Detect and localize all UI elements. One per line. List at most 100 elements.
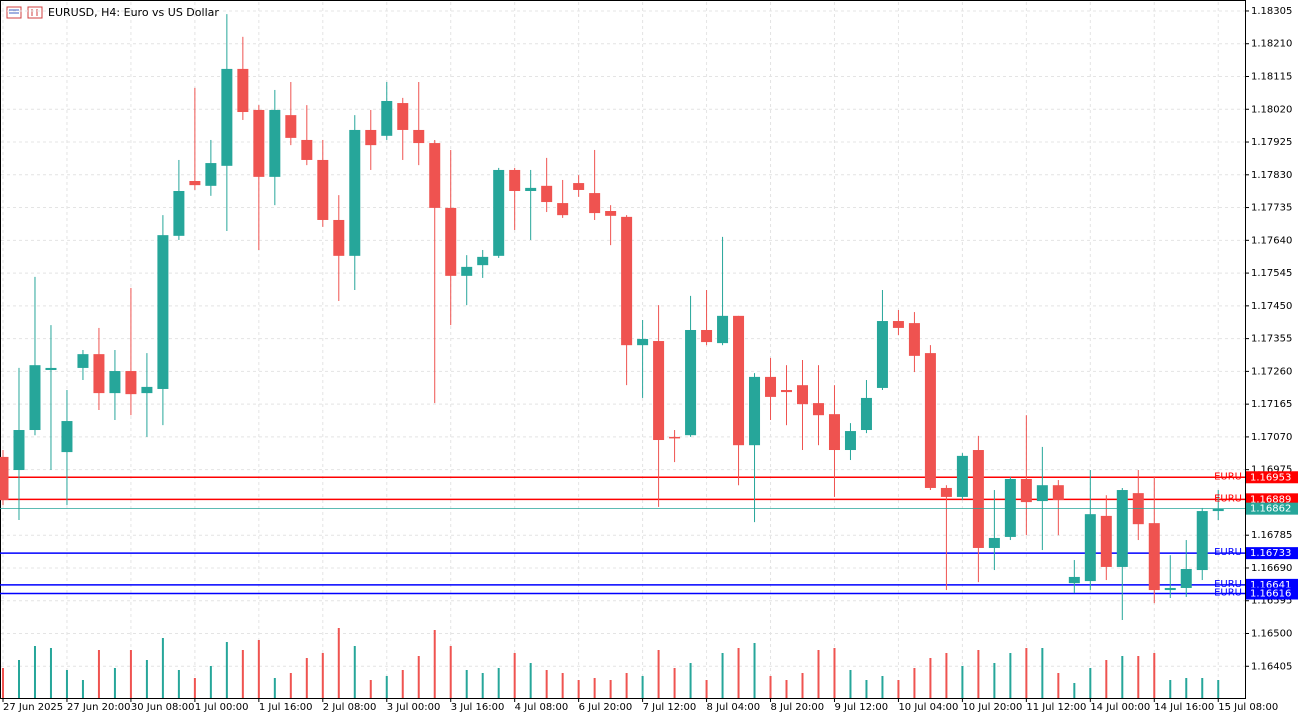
candle-body — [477, 256, 489, 266]
candle-body — [701, 329, 713, 343]
x-tick-label: 27 Jun 20:00 — [67, 702, 131, 713]
y-tick-label: 1.18115 — [1251, 71, 1292, 82]
candle-body — [333, 219, 345, 256]
level-price-box — [1246, 547, 1298, 560]
candle-body — [1164, 587, 1176, 591]
x-tick-label: 3 Jul 16:00 — [451, 702, 505, 713]
x-tick-label: 6 Jul 20:00 — [579, 702, 633, 713]
candle-body — [557, 203, 569, 216]
candle-body — [45, 367, 57, 371]
candle-body — [781, 390, 793, 393]
level-price: 1.16953 — [1250, 472, 1291, 483]
candle-body — [29, 365, 41, 431]
x-tick-label: 8 Jul 20:00 — [771, 702, 825, 713]
candle-body — [429, 143, 441, 208]
x-tick-label: 1 Jul 00:00 — [195, 702, 249, 713]
level-price: 1.16641 — [1250, 580, 1291, 591]
candle-body — [365, 129, 377, 146]
candle-body — [109, 371, 121, 394]
candle-body — [301, 139, 313, 160]
candle-body — [237, 68, 249, 113]
level-name: EURU — [1214, 493, 1242, 504]
y-tick-label: 1.17355 — [1251, 334, 1292, 345]
x-tick-label: 9 Jul 12:00 — [834, 702, 888, 713]
y-tick-label: 1.17830 — [1251, 170, 1292, 181]
x-tick-label: 14 Jul 00:00 — [1090, 702, 1150, 713]
x-tick-label: 10 Jul 20:00 — [962, 702, 1022, 713]
candle-body — [141, 386, 153, 394]
candle-body — [173, 191, 185, 236]
candle-body — [1196, 511, 1208, 571]
x-tick-label: 30 Jun 08:00 — [131, 702, 195, 713]
candle-body — [717, 315, 729, 344]
candle-body — [797, 385, 808, 405]
candle-body — [125, 371, 137, 395]
level-price-box — [1246, 587, 1298, 600]
candle-body — [669, 436, 681, 439]
candle-body — [77, 354, 89, 368]
level-price: 1.16889 — [1250, 494, 1291, 505]
candle-body — [1052, 485, 1064, 501]
candle-body — [637, 338, 649, 346]
candle-body — [205, 163, 217, 186]
candle-body — [812, 403, 824, 416]
candle-body — [221, 68, 233, 166]
candle-body — [605, 211, 617, 216]
candle-body — [940, 487, 952, 497]
level-name: EURU — [1214, 547, 1242, 558]
candle-body — [1020, 478, 1032, 503]
candle-body — [653, 341, 665, 441]
level-name: EURU — [1214, 579, 1242, 590]
chart-title: EURUSD, H4: Euro vs US Dollar — [48, 6, 219, 19]
candle-body — [285, 115, 297, 138]
candle-body — [1180, 569, 1192, 588]
y-tick-label: 1.17640 — [1251, 235, 1292, 246]
y-tick-label: 1.17925 — [1251, 137, 1292, 148]
candle-body — [1116, 490, 1128, 567]
candle-body — [892, 321, 904, 328]
y-tick-label: 1.17450 — [1251, 301, 1292, 312]
candle-body — [541, 185, 553, 203]
candle-body — [317, 159, 329, 220]
candle-body — [573, 183, 585, 190]
candle-body — [461, 266, 473, 276]
candle-body — [1036, 485, 1048, 502]
x-tick-label: 2 Jul 08:00 — [323, 702, 377, 713]
y-tick-label: 1.17260 — [1251, 366, 1292, 377]
candle-body — [1212, 508, 1224, 512]
level-price-box — [1246, 493, 1298, 506]
candle-body — [685, 329, 697, 436]
y-tick-label: 1.16690 — [1251, 563, 1292, 574]
symbol-icons — [6, 6, 43, 19]
y-tick-label: 1.17070 — [1251, 432, 1292, 443]
candle-body — [844, 431, 856, 451]
y-tick-label: 1.16500 — [1251, 629, 1292, 640]
candle-body — [509, 169, 521, 192]
y-tick-label: 1.16595 — [1251, 596, 1292, 607]
candle-body — [972, 450, 984, 548]
x-tick-label: 3 Jul 00:00 — [387, 702, 441, 713]
y-tick-label: 1.17735 — [1251, 203, 1292, 214]
candle-body — [349, 129, 361, 256]
candle-body — [1148, 523, 1160, 591]
candle-body — [0, 456, 9, 501]
candle-body — [1100, 515, 1112, 567]
candle-body — [1068, 576, 1080, 584]
x-tick-label: 8 Jul 04:00 — [707, 702, 761, 713]
x-tick-label: 27 Jun 2025 — [3, 702, 63, 713]
candle-body — [397, 103, 409, 130]
x-tick-label: 15 Jul 08:00 — [1218, 702, 1278, 713]
candle-body — [1004, 478, 1016, 537]
candle-body — [93, 354, 105, 394]
icon-bars — [27, 6, 43, 19]
x-tick-label: 7 Jul 12:00 — [643, 702, 697, 713]
y-tick-label: 1.18020 — [1251, 104, 1292, 115]
candle-body — [525, 187, 537, 192]
candle-body — [381, 100, 393, 136]
candle-body — [61, 421, 73, 453]
candle-body — [908, 323, 920, 356]
level-name: EURU — [1214, 587, 1242, 598]
level-name: EURU — [1214, 471, 1242, 482]
candle-body — [956, 455, 968, 497]
